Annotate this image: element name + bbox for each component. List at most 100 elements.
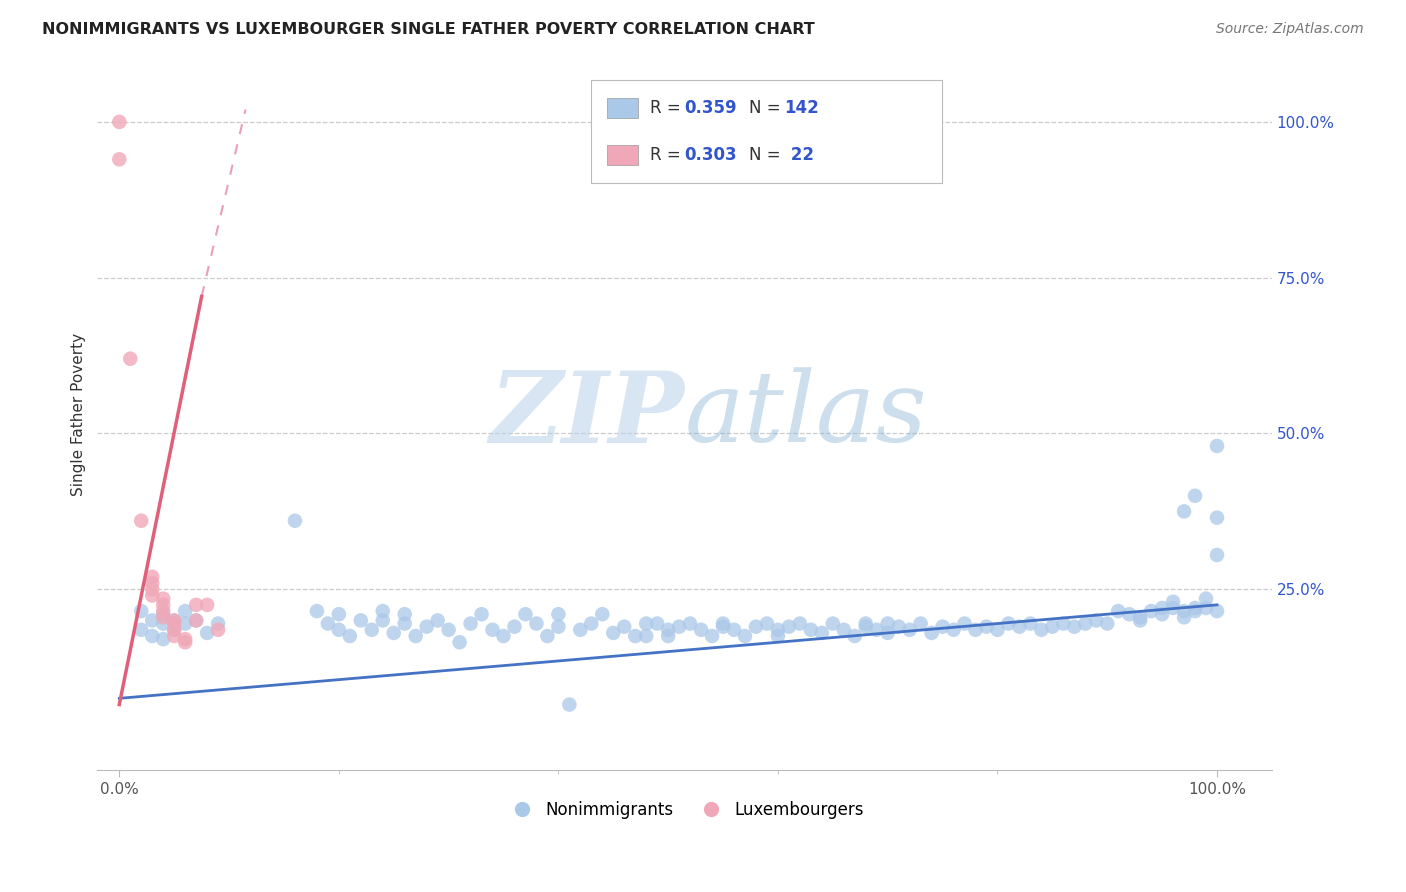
Point [195,598,218,612]
Point [1118,607,1140,622]
Point [174,635,197,649]
Point [711,616,734,631]
Point [449,635,471,649]
Point [711,620,734,634]
Point [526,616,548,631]
Point [602,626,624,640]
Point [360,623,382,637]
Point [152,604,174,618]
Point [910,616,932,631]
Point [481,623,503,637]
Point [636,616,658,631]
Point [1206,439,1229,453]
Point [953,616,976,631]
Point [163,623,186,637]
Point [876,616,898,631]
Point [986,623,1008,637]
Point [163,614,186,628]
Text: NONIMMIGRANTS VS LUXEMBOURGER SINGLE FATHER POVERTY CORRELATION CHART: NONIMMIGRANTS VS LUXEMBOURGER SINGLE FAT… [42,22,815,37]
Point [700,629,723,643]
Point [734,629,756,643]
Point [811,626,834,640]
Point [547,607,569,622]
Point [152,610,174,624]
Point [755,616,778,631]
Point [415,620,437,634]
Point [152,616,174,631]
Point [394,616,416,631]
Point [141,629,163,643]
Point [120,351,142,366]
Text: Source: ZipAtlas.com: Source: ZipAtlas.com [1216,22,1364,37]
Point [645,616,668,631]
Text: atlas: atlas [685,368,928,462]
Point [1074,616,1097,631]
Point [460,616,482,631]
Point [657,629,679,643]
Point [581,616,603,631]
Point [1206,548,1229,562]
Point [305,604,328,618]
Point [1097,616,1119,631]
Point [613,620,636,634]
Text: N =: N = [749,146,786,164]
Point [141,589,163,603]
Y-axis label: Single Father Poverty: Single Father Poverty [72,334,86,496]
Point [569,623,592,637]
Point [832,623,855,637]
Legend: Nonimmigrants, Luxembourgers: Nonimmigrants, Luxembourgers [499,794,870,826]
Point [350,614,373,628]
Point [789,616,811,631]
Point [921,626,943,640]
Point [931,620,953,634]
Point [284,514,307,528]
Point [492,629,515,643]
Point [547,620,569,634]
Point [1063,620,1085,634]
Text: 142: 142 [785,99,820,117]
Point [152,598,174,612]
Point [855,616,877,631]
Point [1031,623,1053,637]
Point [328,607,350,622]
Point [766,629,789,643]
Point [108,115,131,129]
Point [437,623,460,637]
Point [163,614,186,628]
Point [141,614,163,628]
Point [470,607,492,622]
Point [844,629,866,643]
Text: ZIP: ZIP [489,367,685,463]
Point [339,629,361,643]
Point [942,623,965,637]
Point [1152,601,1174,615]
Point [766,623,789,637]
Point [558,698,581,712]
Point [668,620,690,634]
Point [141,570,163,584]
Point [328,623,350,637]
Point [821,616,844,631]
Point [1152,607,1174,622]
Text: 22: 22 [785,146,814,164]
Point [186,598,208,612]
Point [866,623,889,637]
Point [997,616,1019,631]
Point [129,623,152,637]
Point [1195,601,1218,615]
Point [1184,604,1206,618]
Point [976,620,998,634]
Point [1161,601,1184,615]
Point [1140,604,1163,618]
Point [371,604,394,618]
Point [636,629,658,643]
Point [207,623,229,637]
Point [745,620,768,634]
Point [1206,604,1229,618]
Point [1173,610,1195,624]
Point [723,623,745,637]
Point [371,614,394,628]
Point [855,620,877,634]
Point [152,607,174,622]
Point [876,626,898,640]
